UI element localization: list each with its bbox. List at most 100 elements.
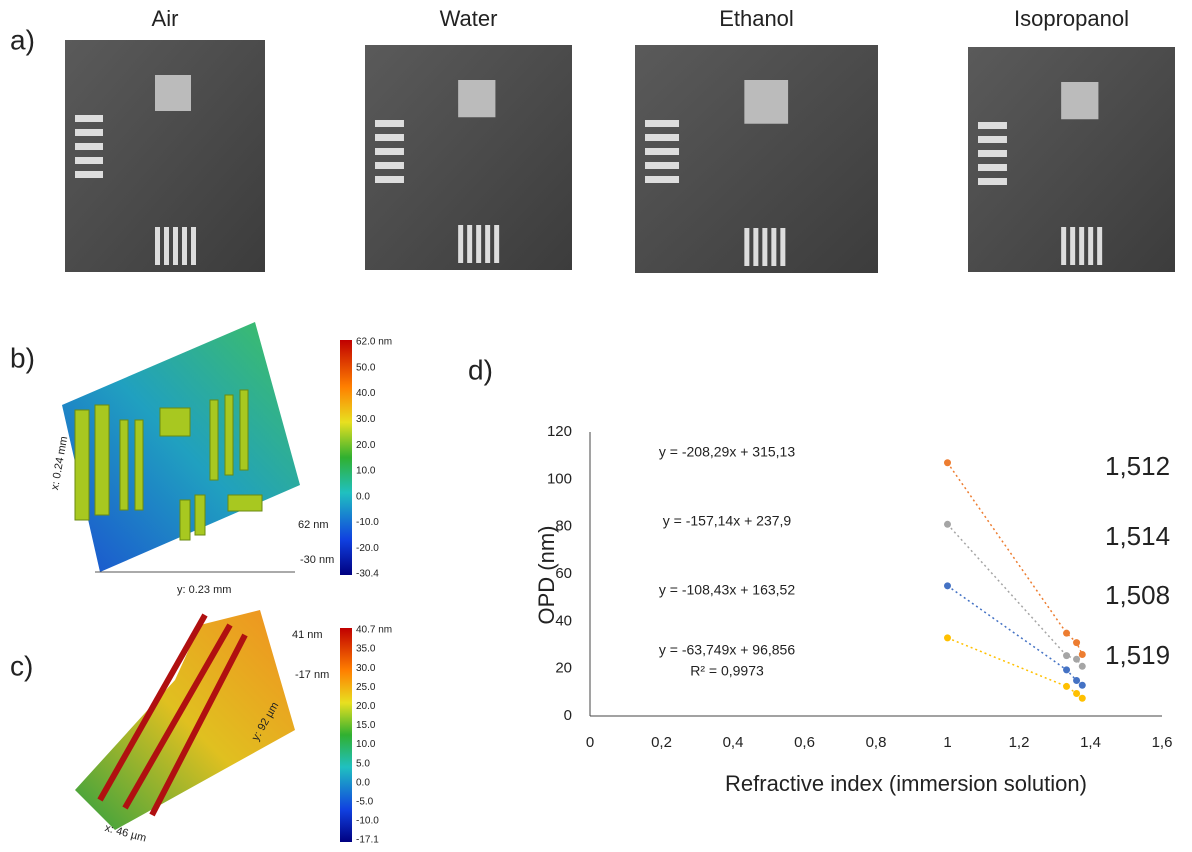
colorbar-label: 25.0: [356, 682, 376, 693]
target-bar: [375, 134, 404, 141]
target-bar: [1088, 227, 1093, 265]
colorbar-label: -10.0: [356, 517, 379, 528]
colorbar-label: 20.0: [356, 701, 376, 712]
data-point: [1073, 677, 1080, 684]
panel-label: d): [468, 354, 493, 385]
colorbar: [340, 628, 352, 842]
x-tick-label: 0,8: [866, 734, 887, 751]
target-bar: [1061, 227, 1066, 265]
target-bar: [978, 178, 1007, 185]
y-tick-label: 120: [547, 423, 572, 440]
target-bar: [978, 164, 1007, 171]
colorbar-label: 0.0: [356, 777, 370, 788]
colorbar: [340, 340, 352, 575]
target-bar: [375, 162, 404, 169]
colorbar-label: 10.0: [356, 739, 376, 750]
data-point: [1079, 663, 1086, 670]
target-bar: [744, 228, 749, 266]
colorbar-label: -17.1: [356, 835, 379, 846]
colorbar-label: -5.0: [356, 796, 374, 807]
series-label: 1,519: [1105, 640, 1170, 670]
target-bar: [75, 171, 103, 178]
axis-label: -17 nm: [295, 669, 329, 681]
data-point: [944, 521, 951, 528]
data-point: [944, 582, 951, 589]
panel-c: c) 41 nm -17 nm y: 92 µm x: 46 µm 40.7 n…: [10, 610, 392, 846]
x-tick-label: 1,4: [1080, 734, 1101, 751]
x-tick-label: 0: [586, 734, 594, 751]
target-bar: [164, 227, 169, 265]
axis-label: x: 0.24 mm: [49, 435, 70, 491]
target-bar: [780, 228, 785, 266]
target-bar: [762, 228, 767, 266]
target-square: [155, 75, 191, 111]
data-point: [1063, 683, 1070, 690]
series-label: 1,514: [1105, 521, 1170, 551]
target-bar: [978, 136, 1007, 143]
series-line: [948, 586, 1083, 685]
data-point: [1079, 682, 1086, 689]
data-point: [1063, 652, 1070, 659]
image-caption: Water: [440, 6, 498, 31]
panel-label: b): [10, 342, 35, 373]
series-label: 1,508: [1105, 580, 1170, 610]
target-bar: [458, 225, 463, 263]
colorbar-label: 0.0: [356, 491, 370, 502]
target-bar: [75, 129, 103, 136]
target-bar: [645, 148, 679, 155]
target-bar: [191, 227, 196, 265]
data-point: [944, 634, 951, 641]
y-tick-label: 0: [564, 707, 572, 724]
axis-label: y: 0.23 mm: [177, 584, 231, 596]
target-bar: [494, 225, 499, 263]
data-point: [944, 459, 951, 466]
colorbar-label: 35.0: [356, 644, 376, 655]
series-label: 1,512: [1105, 451, 1170, 481]
image-caption: Air: [152, 6, 179, 31]
colorbar-label: 30.0: [356, 414, 376, 425]
target-bar: [771, 228, 776, 266]
target-bar: [645, 120, 679, 127]
target-bar: [75, 115, 103, 122]
target-bar: [1097, 227, 1102, 265]
colorbar-label: 62.0 nm: [356, 337, 392, 348]
target-bar: [1070, 227, 1075, 265]
colorbar-label: 50.0: [356, 362, 376, 373]
target-bar: [978, 122, 1007, 129]
axis-label: x: 46 µm: [103, 822, 147, 845]
equation-label: y = -157,14x + 237,9: [663, 513, 792, 529]
x-tick-label: 1,6: [1152, 734, 1173, 751]
series-line: [948, 638, 1083, 698]
panel-label: c): [10, 650, 33, 681]
y-axis-label: OPD (nm): [534, 526, 559, 625]
target-square: [744, 80, 788, 124]
data-point: [1073, 656, 1080, 663]
target-bar: [75, 157, 103, 164]
equation-label: y = -63,749x + 96,856: [659, 642, 795, 658]
colorbar-label: -20.0: [356, 543, 379, 554]
colorbar-label: 15.0: [356, 720, 376, 731]
axis-label: -30 nm: [300, 554, 334, 566]
data-point: [1073, 639, 1080, 646]
colorbar-label: 20.0: [356, 440, 376, 451]
target-bar: [375, 176, 404, 183]
colorbar-label: 10.0: [356, 466, 376, 477]
colorbar-label: -10.0: [356, 816, 379, 827]
x-tick-label: 0,4: [723, 734, 744, 751]
target-bar: [173, 227, 178, 265]
target-bar: [155, 227, 160, 265]
data-point: [1079, 651, 1086, 658]
data-point: [1079, 695, 1086, 702]
x-tick-label: 0,2: [651, 734, 672, 751]
equation-label: y = -108,43x + 163,52: [659, 582, 795, 598]
colorbar-label: 40.7 nm: [356, 625, 392, 636]
equation-label: y = -208,29x + 315,13: [659, 444, 795, 460]
axis-label: 62 nm: [298, 519, 329, 531]
axis-label: 41 nm: [292, 629, 323, 641]
target-bar: [467, 225, 472, 263]
series-line: [948, 463, 1083, 655]
colorbar-label: 30.0: [356, 663, 376, 674]
target-bar: [978, 150, 1007, 157]
data-point: [1063, 666, 1070, 673]
